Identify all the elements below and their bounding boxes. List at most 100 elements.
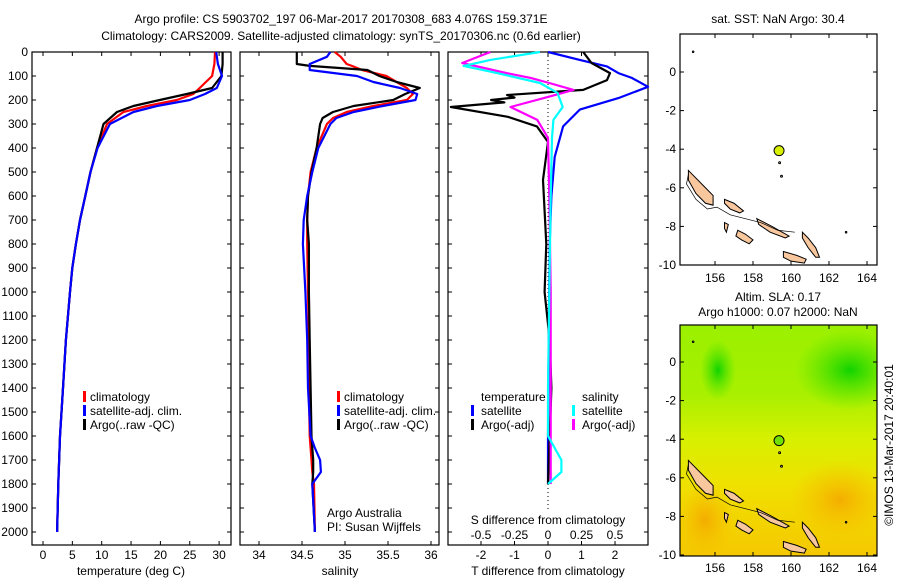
depth-tick-label: 600 (8, 189, 28, 203)
lat-tick-label: -4 (665, 142, 676, 156)
x-tick-label: 25 (183, 548, 197, 562)
legend-label-temp-satellite: satellite (481, 404, 522, 418)
float-position-marker (773, 145, 785, 157)
float-position-marker (773, 435, 785, 447)
lon-tick-label: 156 (705, 561, 725, 575)
depth-tick-label: 400 (8, 141, 28, 155)
legend-label-sal-satellite: satellite (582, 404, 623, 418)
lon-tick-label: 158 (743, 561, 763, 575)
x-tick-label: 36 (424, 548, 438, 562)
lat-tick-label: -10 (659, 258, 677, 272)
depth-tick-label: 1600 (1, 429, 28, 443)
temperature-climatology-line (56, 51, 217, 533)
s-tick-label: 0 (545, 528, 552, 542)
depth-tick-label: 1300 (1, 357, 28, 371)
lat-tick-label: -8 (665, 509, 676, 523)
lat-tick-label: -8 (665, 219, 676, 233)
sst-map-title: sat. SST: NaN Argo: 30.4 (711, 12, 845, 26)
depth-tick-label: 200 (8, 93, 28, 107)
legend-label-climatology: climatology (344, 390, 404, 404)
legend-label-temp-argo: Argo(-adj) (481, 418, 534, 432)
s-tick-label: 0.5 (607, 528, 624, 542)
figure-title-line2: Climatology: CARS2009. Satellite-adjuste… (101, 29, 581, 43)
legend-swatch-sal-satellite (572, 405, 575, 416)
difference-legend: temperature salinity satellite Argo(-adj… (471, 390, 635, 432)
x-tick-label: 15 (124, 548, 138, 562)
x-tick-label: 35.5 (376, 548, 400, 562)
x-tick-label: 35 (338, 548, 352, 562)
salinity-satellite-difference-line (462, 50, 564, 485)
depth-tick-label: 500 (8, 165, 28, 179)
legend-label-argo: Argo(..raw -QC) (90, 418, 175, 432)
timestamp-stamp: ©IMOS 13-Mar-2017 20:40:01 (882, 364, 896, 526)
lat-tick-label: -6 (665, 471, 676, 485)
legend-label-climatology: climatology (90, 390, 150, 404)
s-tick-label: 0.25 (570, 528, 594, 542)
profile-lines (56, 50, 650, 533)
depth-tick-label: 0 (21, 45, 28, 59)
legend-swatch-argo (337, 419, 340, 430)
salinity-axis-label: salinity (322, 564, 359, 578)
salinity-satellite-line (301, 51, 419, 533)
figure-title-line1: Argo profile: CS 5903702_197 06-Mar-2017… (135, 12, 548, 26)
t-difference-axis-label: T difference from climatology (471, 564, 625, 578)
s-tick-label: -0.25 (501, 528, 529, 542)
salinity-panel (239, 51, 440, 546)
s-difference-axis-label: S difference from climatology (471, 513, 626, 527)
depth-tick-label: 300 (8, 117, 28, 131)
s-tick-label: -0.5 (471, 528, 492, 542)
legend-swatch-climatology (337, 391, 340, 402)
lon-tick-label: 158 (743, 271, 763, 285)
lon-tick-label: 160 (781, 561, 801, 575)
depth-tick-label: 700 (8, 213, 28, 227)
lat-tick-label: -2 (665, 104, 676, 118)
depth-tick-label: 2000 (1, 525, 28, 539)
lat-tick-label: -6 (665, 181, 676, 195)
salinity-legend: climatology satellite-adj. clim. Argo(..… (337, 390, 436, 432)
x-tick-label: 0 (545, 548, 552, 562)
lat-tick-label: -4 (665, 432, 676, 446)
depth-tick-label: 1000 (1, 285, 28, 299)
x-tick-label: 10 (95, 548, 109, 562)
depth-tick-label: 800 (8, 237, 28, 251)
x-tick-label: 20 (154, 548, 168, 562)
depth-tick-label: 1900 (1, 501, 28, 515)
legend-swatch-satellite (337, 405, 340, 416)
legend-label-argo: Argo(..raw -QC) (344, 418, 429, 432)
sla-map-title-line2: Argo h1000: 0.07 h2000: NaN (698, 305, 857, 319)
depth-tick-label: 1800 (1, 477, 28, 491)
lat-tick-label: -10 (659, 548, 677, 562)
legend-swatch-temp-satellite (471, 405, 474, 416)
lon-tick-label: 162 (819, 561, 839, 575)
x-tick-label: 34 (252, 548, 266, 562)
legend-label-satellite: satellite-adj. clim. (90, 404, 182, 418)
sla-map-title-line1: Altim. SLA: 0.17 (735, 290, 821, 304)
legend-swatch-climatology (83, 391, 86, 402)
x-tick-label: 2 (612, 548, 619, 562)
legend-header-temperature: temperature (481, 390, 546, 404)
temperature-panel (31, 51, 232, 546)
x-tick-label: 1 (578, 548, 585, 562)
salinity-climatology-line (306, 51, 414, 533)
x-tick-label: 0 (40, 548, 47, 562)
depth-tick-label: 900 (8, 261, 28, 275)
salinity-argo-line (295, 52, 421, 533)
depth-tick-label: 1200 (1, 333, 28, 347)
depth-tick-label: 1500 (1, 405, 28, 419)
lon-tick-label: 156 (705, 271, 725, 285)
depth-tick-label: 100 (8, 69, 28, 83)
x-tick-label: 30 (212, 548, 226, 562)
legend-label-sal-argo: Argo(-adj) (582, 418, 635, 432)
lat-tick-label: -2 (665, 394, 676, 408)
lon-tick-label: 162 (819, 271, 839, 285)
lat-tick-label: 0 (669, 355, 676, 369)
depth-tick-label: 1100 (2, 309, 28, 323)
temperature-axis-label: temperature (deg C) (77, 564, 185, 578)
x-tick-label: 5 (69, 548, 76, 562)
lon-tick-label: 164 (857, 271, 877, 285)
temperature-legend: climatology satellite-adj. clim. Argo(..… (83, 390, 182, 432)
depth-tick-label: 1700 (1, 453, 28, 467)
depth-tick-label: 1400 (1, 381, 28, 395)
legend-swatch-satellite (83, 405, 86, 416)
